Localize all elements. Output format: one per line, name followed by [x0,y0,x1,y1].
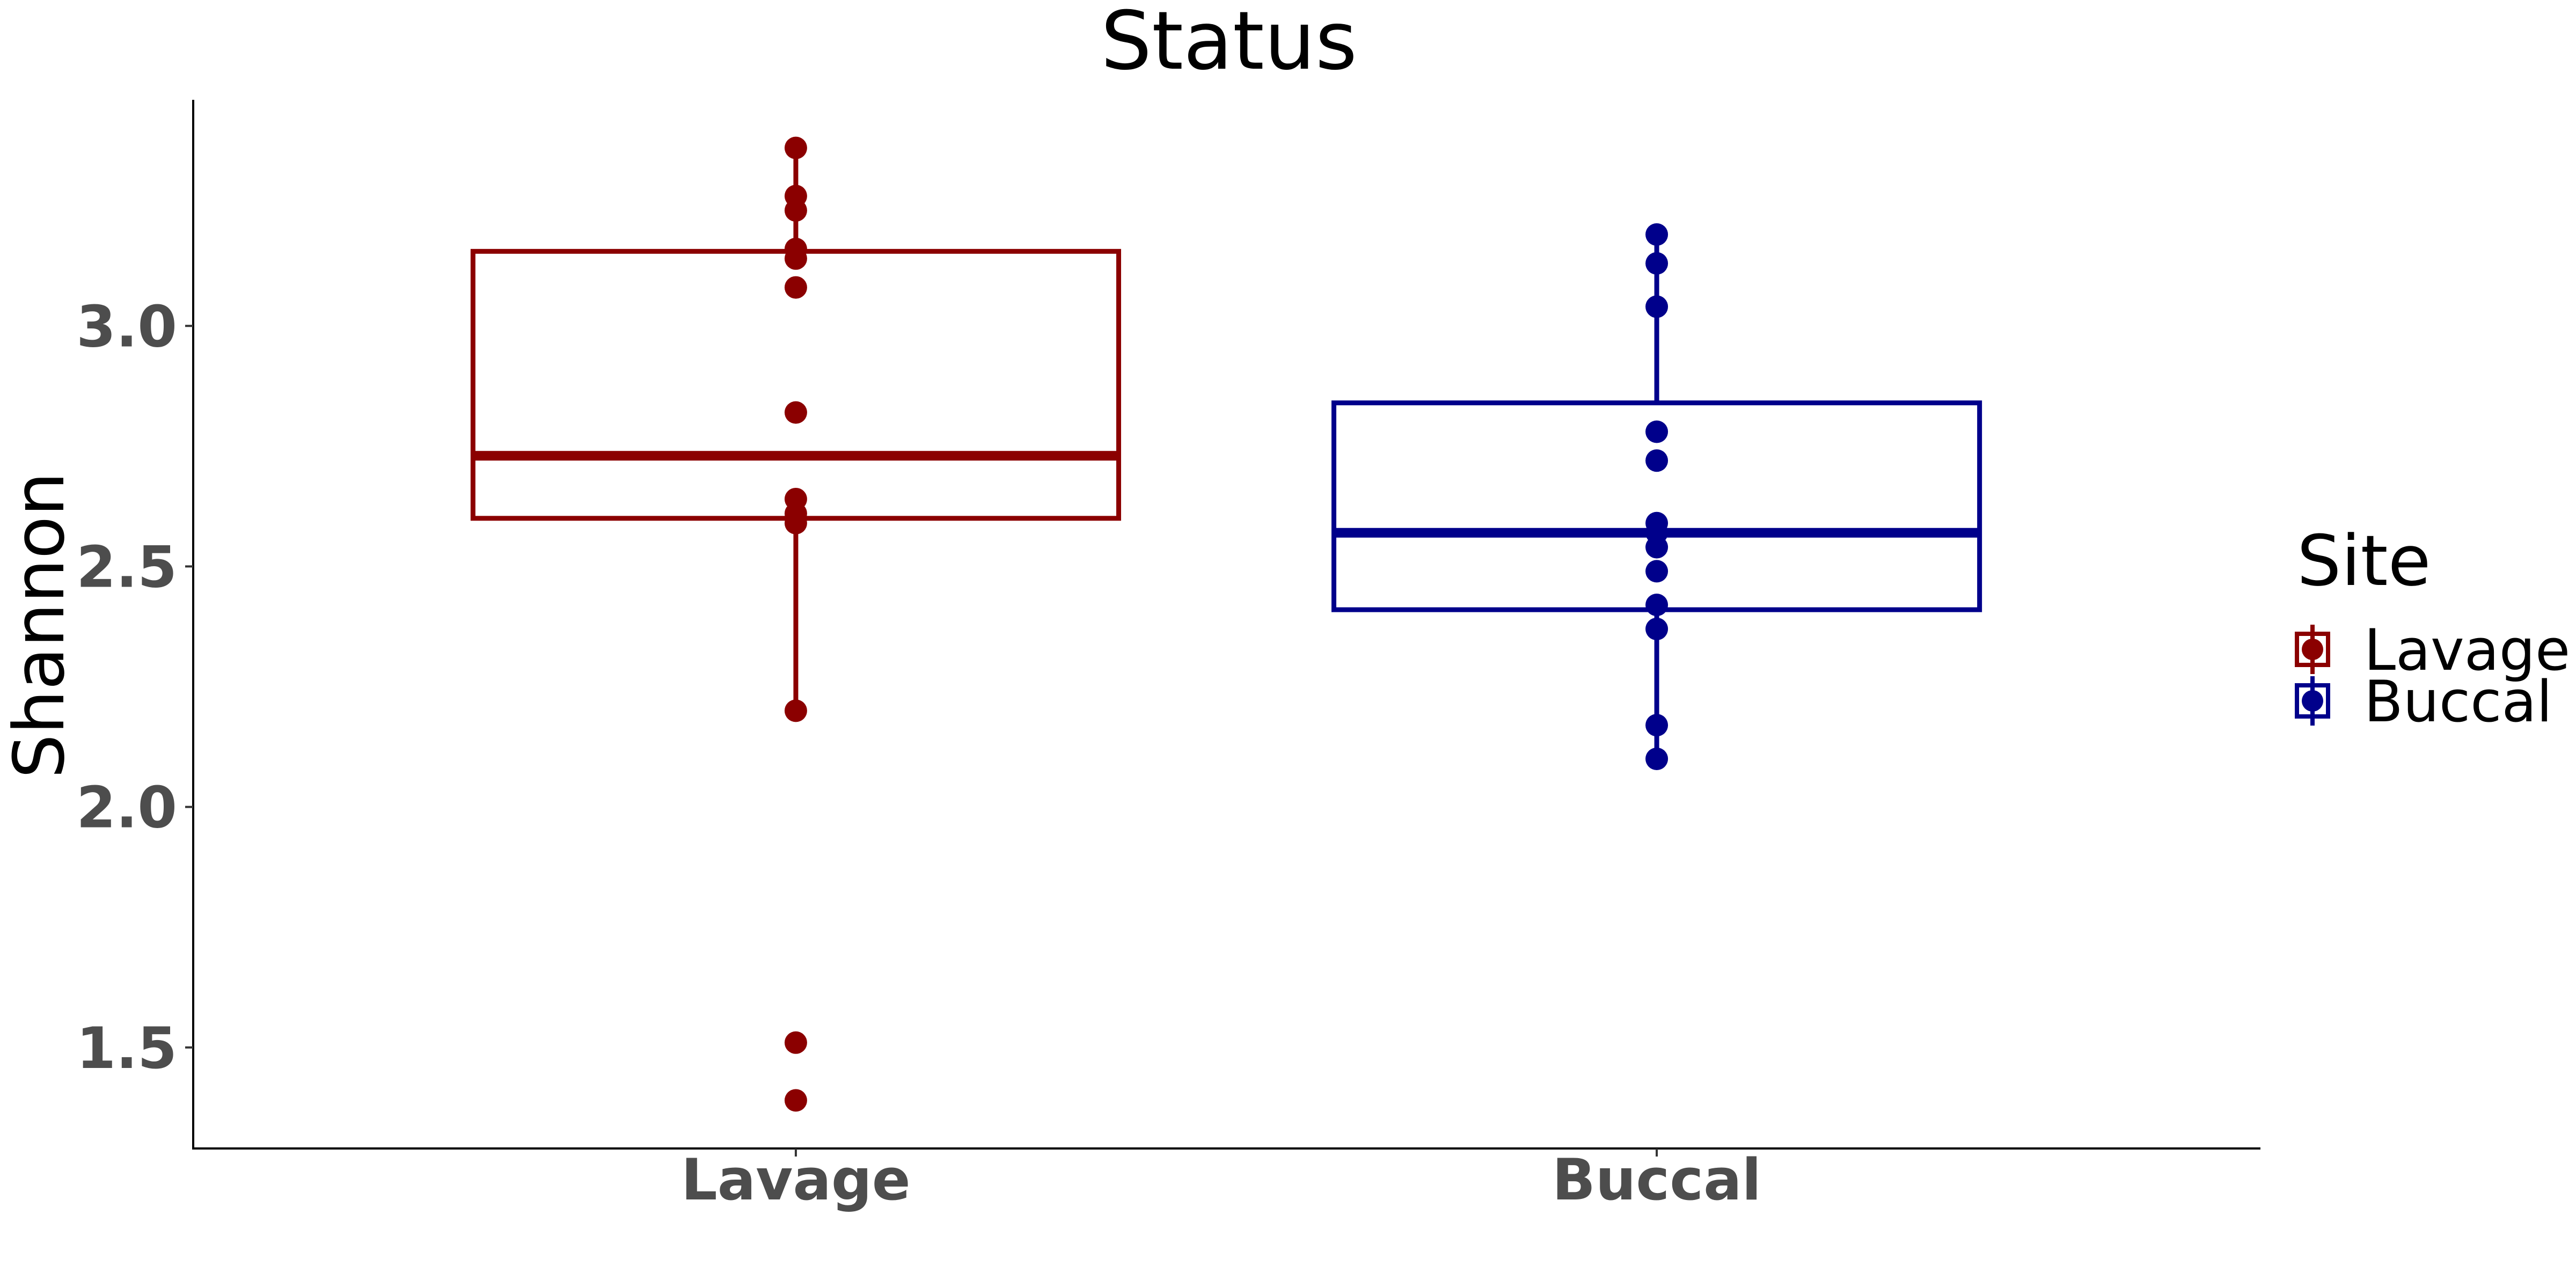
legend-item-buccal: Buccal [2295,669,2552,735]
data-point [1645,449,1668,472]
data-point [784,136,807,159]
legend-label: Lavage [2364,617,2570,683]
x-tick-label: Buccal [1552,1147,1761,1213]
y-tick-label: 3.0 [76,294,177,360]
data-point [784,247,807,270]
data-point [1645,295,1668,318]
legend-key-point [2302,639,2323,660]
x-tick-label: Lavage [681,1147,910,1213]
data-point [784,401,807,424]
data-point [1645,617,1668,640]
data-point [784,276,807,299]
data-point [1645,714,1668,737]
box-group-buccal [1331,223,1982,770]
legend-label: Buccal [2364,669,2552,735]
data-point [1645,594,1668,617]
legend-item-lavage: Lavage [2295,617,2570,683]
data-point [1645,420,1668,443]
data-point [1645,223,1668,246]
y-axis-label: Shannon [0,472,80,778]
data-point [784,511,807,535]
data-point [1645,560,1668,583]
y-tick-label: 1.5 [76,1015,177,1081]
data-point [1645,252,1668,275]
data-point [784,1031,807,1054]
legend-title: Site [2297,520,2431,602]
data-point [1645,536,1668,559]
chart-title: Status [1101,0,1357,88]
box-group-lavage [470,136,1121,1112]
x-axis-ticks: Lavage Buccal [681,1147,1761,1213]
data-point [784,199,807,222]
data-point [784,1089,807,1112]
y-tick-label: 2.0 [76,775,177,841]
data-point [1645,747,1668,770]
data-point [784,699,807,722]
y-axis-ticks: 1.5 2.0 2.5 3.0 [76,294,193,1081]
y-tick-label: 2.5 [76,534,177,600]
plot-area [470,136,1982,1112]
legend-key-point [2302,690,2323,712]
